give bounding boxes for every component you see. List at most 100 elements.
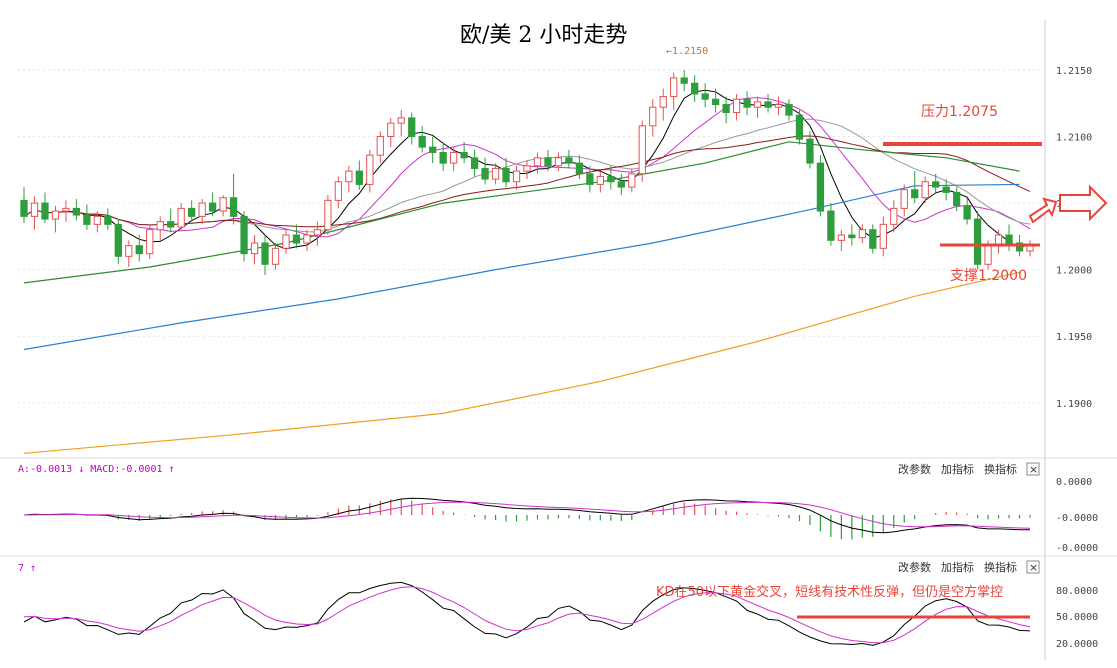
candle-down xyxy=(1015,242,1024,252)
kd-toolbar: 改参数 加指标 换指标 × xyxy=(898,560,1040,574)
candle-up xyxy=(62,207,70,212)
peak-label: ←1.2150 xyxy=(666,46,708,57)
price-grid xyxy=(18,20,1046,660)
candle-down xyxy=(953,191,961,207)
candle-up xyxy=(900,189,908,209)
peak-prefix: ← xyxy=(666,46,672,57)
candle-up xyxy=(858,229,866,239)
close-macd-button[interactable] xyxy=(1026,462,1040,476)
candle-up xyxy=(156,221,164,231)
ma250-line xyxy=(23,271,1020,454)
macd-toolbar: 改参数 加指标 换指标 × xyxy=(898,462,1040,476)
candle-up xyxy=(659,96,667,108)
ma120-line xyxy=(23,183,1020,351)
macd-tick-label: -0.0000 xyxy=(1056,513,1098,524)
candle-down xyxy=(418,136,426,148)
candle-up xyxy=(732,98,741,114)
close-icon: × xyxy=(1029,561,1038,574)
candle-down xyxy=(942,186,950,193)
candle-up xyxy=(219,197,227,212)
candle-down xyxy=(470,157,479,169)
candle-down xyxy=(439,151,447,164)
kd-tick-label: 50.0000 xyxy=(1056,612,1098,623)
switch-indicator-button[interactable]: 换指标 xyxy=(984,462,1017,476)
candle-up xyxy=(774,104,783,108)
candle-down xyxy=(208,202,217,212)
candle-up xyxy=(921,181,929,199)
resistance-label: 压力1.2075 xyxy=(921,104,998,120)
candle-up xyxy=(670,77,678,98)
macd-dif-line xyxy=(23,497,1030,534)
candle-up xyxy=(450,151,458,164)
macd-dea-line xyxy=(23,501,1031,529)
candle-up xyxy=(512,170,521,183)
kd-header: 7 ↑ xyxy=(18,563,36,574)
price-tick-label: 1.2000 xyxy=(1056,266,1092,277)
candle-up xyxy=(51,210,60,220)
candle-down xyxy=(722,104,730,114)
candle-up xyxy=(837,234,846,241)
candle-up xyxy=(491,167,500,180)
candle-down xyxy=(544,157,552,167)
ma60-line xyxy=(23,141,1020,284)
candle-down xyxy=(502,167,510,183)
candle-down xyxy=(711,98,720,106)
candle-down xyxy=(575,162,584,175)
candle-down xyxy=(785,104,793,116)
candle-down xyxy=(701,93,709,100)
edit-params-button[interactable]: 改参数 xyxy=(898,560,931,574)
kd-tick-label: 20.0000 xyxy=(1056,639,1098,650)
close-kd-button[interactable] xyxy=(1026,560,1040,574)
candle-up xyxy=(303,234,311,244)
edit-params-button[interactable]: 改参数 xyxy=(898,462,931,476)
candle-down xyxy=(963,205,971,220)
ma30-line xyxy=(23,135,1031,228)
candle-up xyxy=(596,175,604,185)
price-tick-label: 1.1950 xyxy=(1056,332,1092,343)
candle-up xyxy=(93,215,101,225)
candle-down xyxy=(481,167,489,180)
chart-title: 欧/美 2 小时走势 xyxy=(460,23,627,48)
add-indicator-button[interactable]: 加指标 xyxy=(941,560,974,574)
candle-up xyxy=(177,207,185,228)
kd-panel xyxy=(23,581,1031,646)
candle-up xyxy=(313,229,322,236)
candle-down xyxy=(429,146,437,153)
candle-down xyxy=(355,170,363,185)
candle-up xyxy=(638,125,646,175)
candle-up xyxy=(125,245,133,257)
candle-down xyxy=(973,218,982,265)
candle-up xyxy=(146,229,154,255)
candle-up xyxy=(30,202,39,217)
candle-down xyxy=(743,98,751,108)
candle-down xyxy=(806,138,814,164)
add-indicator-button[interactable]: 加指标 xyxy=(941,462,974,476)
candle-up xyxy=(376,136,384,156)
candle-down xyxy=(135,245,143,255)
candle-down xyxy=(261,242,269,265)
candle-up xyxy=(271,247,280,265)
candle-down xyxy=(229,197,238,217)
candle-down xyxy=(104,215,112,225)
price-tick-label: 1.1900 xyxy=(1056,399,1092,410)
switch-indicator-button[interactable]: 换指标 xyxy=(984,560,1017,574)
kd-k-line xyxy=(23,581,1031,646)
candle-down xyxy=(795,114,804,140)
candle-down xyxy=(114,223,122,257)
candle-up xyxy=(984,245,992,265)
moving-averages xyxy=(23,89,1031,454)
candle-up xyxy=(198,202,206,217)
candle-down xyxy=(586,173,594,185)
candle-down xyxy=(691,82,699,95)
candle-down xyxy=(20,199,28,217)
candle-down xyxy=(565,157,573,164)
candle-down xyxy=(764,101,772,108)
candle-up xyxy=(533,157,542,167)
macd-header: A:-0.0013 ↓ MACD:-0.0001 ↑ xyxy=(18,464,175,475)
close-icon: × xyxy=(1029,463,1038,476)
candle-down xyxy=(1005,234,1013,244)
candle-up xyxy=(345,170,353,183)
candle-up xyxy=(397,117,405,124)
candle-down xyxy=(167,221,175,228)
